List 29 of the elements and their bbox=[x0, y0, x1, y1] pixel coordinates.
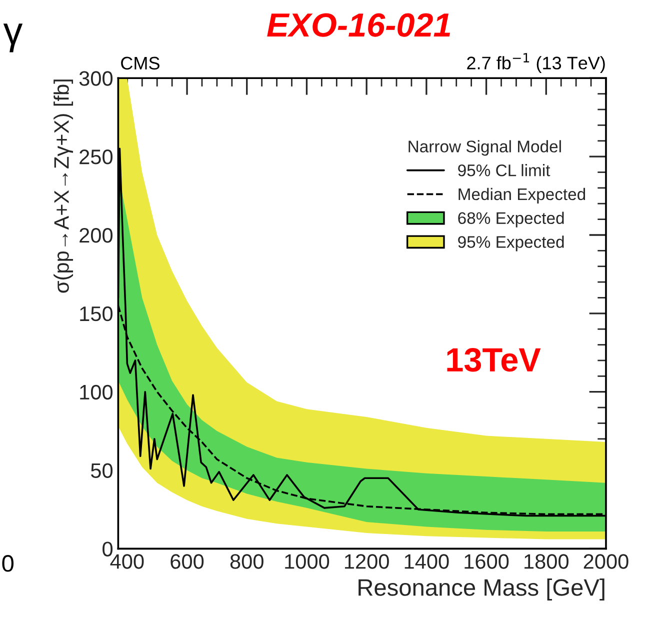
y-axis-title: σ(pp→A+X→Zγ+X) [fb] bbox=[54, 80, 74, 293]
text: γ bbox=[3, 24, 23, 52]
legend-label: 68% Expected bbox=[458, 212, 564, 228]
x-tick-label: 1200 bbox=[344, 554, 389, 569]
x-tick-label: 400 bbox=[110, 554, 144, 569]
x-tick-label: 2000 bbox=[584, 554, 628, 569]
x-tick-label: 1600 bbox=[464, 554, 509, 569]
legend-label: 95% Expected bbox=[458, 236, 564, 252]
y-tick-label: 300 bbox=[79, 71, 113, 86]
y-tick-label: 200 bbox=[80, 228, 113, 243]
legend-title: Narrow Signal Model bbox=[408, 140, 561, 156]
text: 2.7 fb$^{−1}$ (13 TeV) bbox=[467, 53, 605, 73]
text: CMS bbox=[121, 56, 160, 70]
chart-title: EXO-16-021 bbox=[267, 13, 450, 37]
y-tick-label: 250 bbox=[80, 150, 113, 164]
y-tick-label: 50 bbox=[90, 463, 113, 478]
x-tick-label: 600 bbox=[170, 554, 204, 569]
y-tick-label: 0 bbox=[102, 542, 113, 556]
y-tick-label: 100 bbox=[80, 384, 113, 400]
annotation: 13TeV bbox=[447, 348, 541, 372]
x-tick-label: 1400 bbox=[404, 554, 449, 569]
x-tick-label: 800 bbox=[230, 554, 264, 569]
x-tick-label: 1000 bbox=[285, 554, 330, 569]
text: 0 bbox=[2, 555, 14, 572]
y-tick-label: 150 bbox=[80, 306, 113, 322]
x-axis-title: Resonance Mass [GeV] bbox=[358, 578, 604, 601]
legend-label: Median Expected bbox=[458, 188, 586, 204]
x-tick-label: 1800 bbox=[524, 554, 568, 569]
legend-label: 95% CL limit bbox=[458, 164, 550, 176]
